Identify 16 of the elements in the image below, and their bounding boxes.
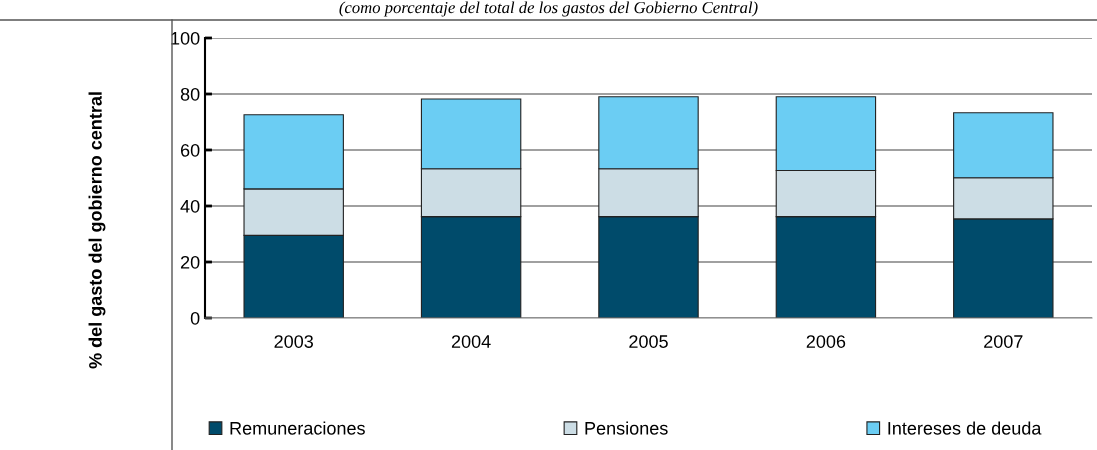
x-tick-label: 2007 [984,335,1023,348]
legend-label: Remuneraciones [230,421,365,435]
chart-subtitle: (como porcentaje del total de los gastos del Gobierno Central) [339,1,758,17]
y-tick-label: 40 [180,199,200,213]
x-tick-label: 2005 [629,335,668,348]
y-axis-title: % del gasto del gobierno central [88,92,106,369]
y-tick-label: 100 [171,31,200,45]
y-tick-label: 80 [180,87,200,101]
legend-label: Intereses de deuda [888,421,1042,435]
x-tick-label: 2006 [806,335,846,348]
x-tick-label: 2003 [274,335,313,348]
y-tick-label: 0 [190,311,200,325]
x-tick-label: 2004 [451,335,491,348]
y-tick-label: 60 [180,143,200,157]
legend-label: Pensiones [585,421,668,435]
y-tick-label: 20 [180,255,200,269]
